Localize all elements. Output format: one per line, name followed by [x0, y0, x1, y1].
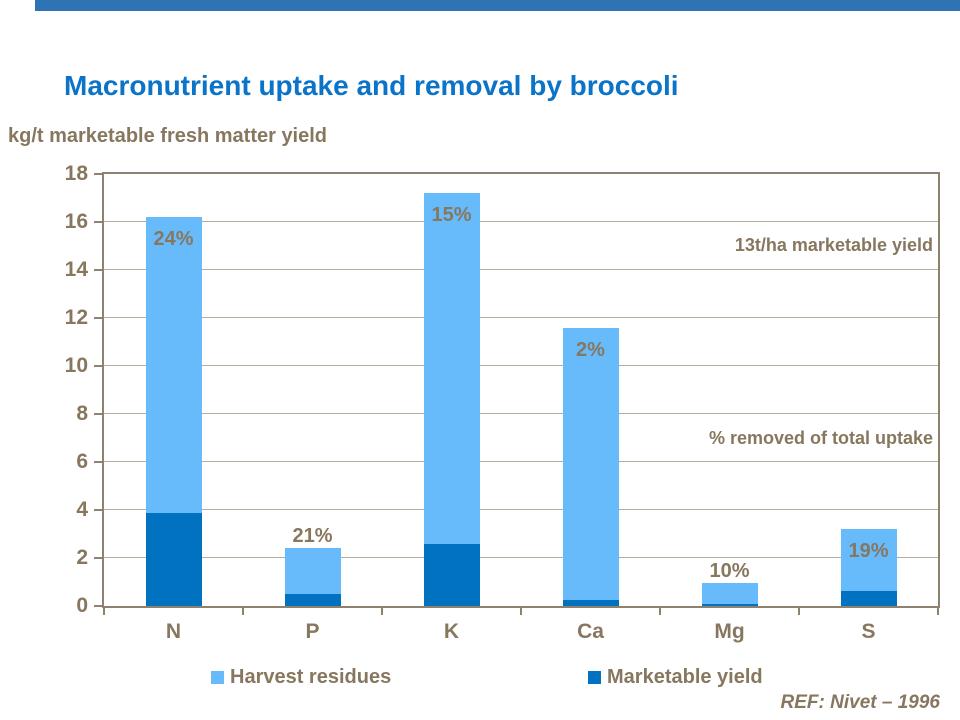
legend-item-marketable-yield: Marketable yield: [588, 666, 763, 688]
marketable-yield-swatch-icon: [588, 671, 601, 684]
x-axis-tick: [659, 608, 661, 615]
gridline: [104, 413, 938, 414]
bar-percent-label: 24%: [153, 228, 194, 251]
y-axis-tick-label: 10: [64, 354, 88, 377]
x-axis-tick: [937, 608, 939, 615]
y-axis-tick: [94, 557, 102, 559]
bar-segment: [701, 583, 758, 604]
bar-segment: [840, 591, 897, 606]
bar-segment: [284, 548, 341, 594]
harvest-residues-swatch-icon: [211, 671, 224, 684]
bar-segment: [423, 193, 480, 545]
annotation-marketable-yield: 13t/ha marketable yield: [734, 235, 933, 255]
x-axis-category-label: K: [443, 620, 460, 643]
x-axis-tick: [103, 608, 105, 615]
legend-label-marketable-yield: Marketable yield: [607, 666, 763, 688]
gridline: [104, 557, 938, 558]
y-axis-tick: [94, 509, 102, 511]
y-axis-tick: [94, 173, 102, 175]
bar-percent-label: 10%: [709, 560, 750, 583]
x-axis-tick: [242, 608, 244, 615]
gridline: [104, 365, 938, 366]
bar-segment: [145, 217, 202, 513]
x-axis-category-label: P: [305, 620, 320, 643]
y-axis-tick-label: 4: [76, 498, 88, 521]
bar-percent-label: 2%: [576, 338, 605, 361]
bar-percent-label: 19%: [848, 540, 889, 563]
bar-segment: [423, 544, 480, 606]
y-axis-tick-label: 14: [64, 258, 88, 281]
x-axis-category-label: S: [861, 620, 876, 643]
slide-title: Macronutrient uptake and removal by broc…: [64, 70, 679, 101]
gridline: [104, 269, 938, 270]
y-axis-tick: [94, 317, 102, 319]
reference-text: REF: Nivet – 1996: [780, 692, 940, 713]
y-axis-tick-label: 8: [76, 402, 88, 425]
legend-label-harvest-residues: Harvest residues: [230, 666, 392, 688]
y-axis-tick: [94, 221, 102, 223]
bar-segment: [145, 512, 202, 606]
x-axis-category-label: Mg: [714, 620, 745, 643]
annotation-percent-removed: % removed of total uptake: [708, 428, 933, 448]
bar-segment: [840, 529, 897, 592]
y-axis-tick-label: 6: [76, 450, 88, 473]
bar-segment: [562, 327, 619, 601]
bar-percent-label: 15%: [431, 204, 472, 227]
y-axis-tick-label: 2: [76, 546, 88, 569]
y-axis-tick: [94, 365, 102, 367]
y-axis-tick-label: 0: [76, 594, 88, 617]
bar-segment: [562, 600, 619, 606]
bar-segment: [701, 603, 758, 606]
y-axis-tick: [94, 461, 102, 463]
gridline: [104, 317, 938, 318]
y-axis-tick-label: 18: [64, 162, 88, 185]
y-axis-tick: [94, 269, 102, 271]
gridline: [104, 221, 938, 222]
y-axis-title: kg/t marketable fresh matter yield: [8, 125, 328, 147]
y-axis-tick: [94, 605, 102, 607]
chart-legend: Harvest residues Marketable yield: [0, 666, 960, 692]
bar-percent-label: 21%: [292, 525, 333, 548]
x-axis-category-label: Ca: [577, 620, 604, 643]
x-axis-tick: [798, 608, 800, 615]
top-accent-bar: [35, 0, 960, 11]
gridline: [104, 509, 938, 510]
bar-segment: [284, 594, 341, 606]
legend-item-harvest-residues: Harvest residues: [211, 666, 391, 688]
y-axis-tick-label: 16: [64, 210, 88, 233]
gridline: [104, 461, 938, 462]
x-axis-tick: [520, 608, 522, 615]
y-axis-tick-label: 12: [64, 306, 88, 329]
x-axis-tick: [381, 608, 383, 615]
y-axis-tick: [94, 413, 102, 415]
x-axis-category-label: N: [165, 620, 182, 643]
plot-area: 24% 21% 15% 2% 10% 19%: [102, 172, 940, 608]
